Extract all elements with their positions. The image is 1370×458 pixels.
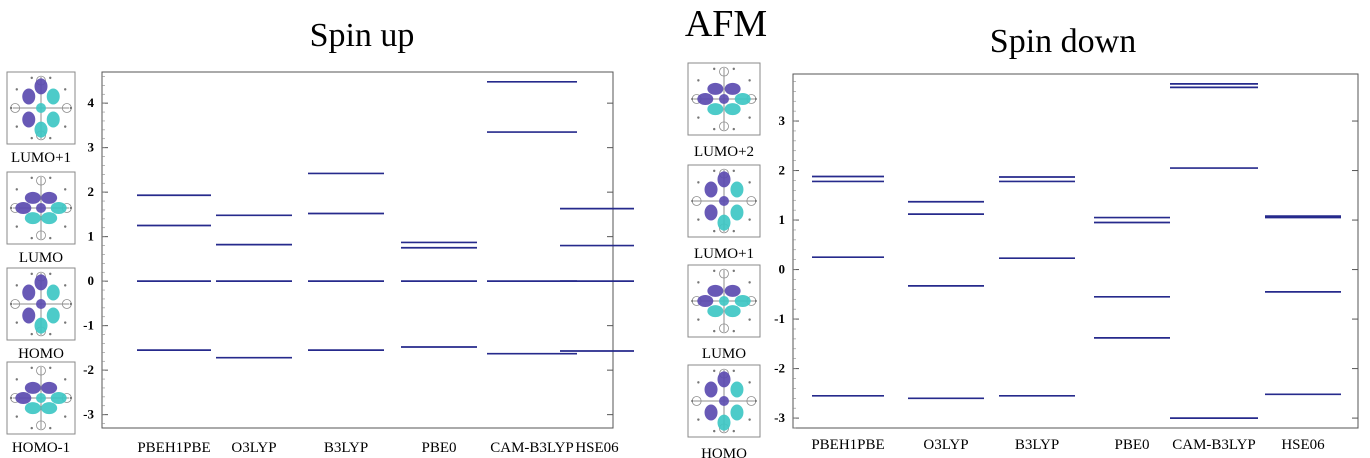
- orbital-image: [6, 171, 76, 245]
- y-tick-label: 1: [779, 212, 786, 227]
- orbital-image: [6, 361, 76, 435]
- orbital-label: LUMO+1: [11, 150, 71, 166]
- y-tick-label: 3: [779, 113, 786, 128]
- y-tick-label: -3: [83, 407, 94, 422]
- category-label: O3LYP: [923, 437, 968, 453]
- spin-up-y-axis: -3 -2 -1 0 1 2 3 4: [83, 76, 613, 424]
- spin-down-y-axis: -3 -2 -1 0 1 2 3: [774, 81, 1358, 429]
- orbital-image: [6, 71, 76, 145]
- orbital-thumbnails-right: LUMO+2 LUMO+1 LUMO HOMO: [687, 62, 761, 458]
- spin-up-x-axis: PBEH1PBE O3LYP B3LYP PBE0 CAM-B3LYP HSE06: [137, 440, 619, 456]
- spin-down-x-axis: PBEH1PBE O3LYP B3LYP PBE0 CAM-B3LYP HSE06: [811, 437, 1325, 453]
- category-label: PBE0: [421, 440, 456, 456]
- orbital-label: LUMO+2: [694, 144, 754, 160]
- category-label: PBE0: [1114, 437, 1149, 453]
- y-tick-label: -2: [83, 362, 94, 377]
- orbital-image: [687, 62, 761, 136]
- main-title: AFM: [685, 3, 767, 45]
- y-tick-label: 0: [88, 273, 95, 288]
- category-label: CAM-B3LYP: [490, 440, 574, 456]
- y-tick-label: -2: [774, 361, 785, 376]
- spin-down-plot-frame: [792, 73, 1359, 429]
- y-tick-label: -1: [774, 311, 785, 326]
- category-label: HSE06: [575, 440, 619, 456]
- y-tick-label: 4: [88, 95, 95, 110]
- category-label: B3LYP: [324, 440, 368, 456]
- orbital-label: LUMO+1: [694, 246, 754, 262]
- category-label: HSE06: [1281, 437, 1325, 453]
- spin-up-title: Spin up: [310, 17, 415, 54]
- category-label: B3LYP: [1015, 437, 1059, 453]
- category-label: O3LYP: [231, 440, 276, 456]
- y-tick-label: 3: [88, 140, 95, 155]
- y-tick-label: -1: [83, 318, 94, 333]
- orbital-image: [687, 164, 761, 238]
- category-label: PBEH1PBE: [811, 437, 884, 453]
- orbital-label: HOMO-1: [12, 440, 70, 456]
- y-tick-label: 2: [779, 163, 786, 178]
- orbital-label: LUMO: [19, 250, 63, 266]
- y-tick-label: 2: [88, 184, 95, 199]
- orbital-image: [687, 364, 761, 438]
- spin-up-plot-frame: [101, 71, 614, 429]
- spin-down-chart: -3 -2 -1 0 1 2 3 PBEH1PBE O3LYP B3LYP PBE0 CAM-B3L…: [774, 73, 1359, 453]
- spin-down-energy-levels: [812, 83, 1341, 419]
- category-label: PBEH1PBE: [137, 440, 210, 456]
- y-tick-label: 1: [88, 229, 95, 244]
- orbital-image: [687, 264, 761, 338]
- y-tick-label: 0: [779, 262, 786, 277]
- y-tick-label: -3: [774, 410, 785, 425]
- orbital-thumbnails-left: LUMO+1 LUMO HOMO HOMO-1: [6, 71, 76, 456]
- spin-down-title: Spin down: [990, 23, 1136, 60]
- orbital-image: [6, 267, 76, 341]
- orbital-label: HOMO: [701, 446, 747, 458]
- spin-up-energy-levels: [137, 80, 634, 359]
- spin-up-chart: -3 -2 -1 0 1 2 3 4 PBEH1PBE O3LYP B3LYP PBE0 CAM-B3…: [83, 71, 634, 456]
- orbital-label: HOMO: [18, 346, 64, 362]
- category-label: CAM-B3LYP: [1172, 437, 1256, 453]
- orbital-label: LUMO: [702, 346, 746, 362]
